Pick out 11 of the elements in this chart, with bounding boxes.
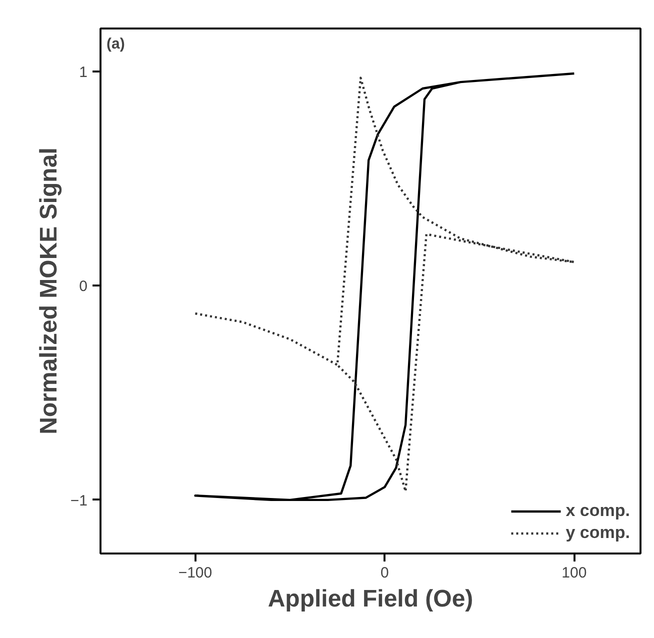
x-tick-label: −100 (178, 564, 212, 582)
legend-label: x comp. (566, 501, 630, 521)
y-tick-label: 0 (79, 278, 88, 296)
y-tick-label: −1 (70, 492, 88, 510)
x-axis-title: Applied Field (Oe) (268, 586, 474, 612)
y-tick-label: 1 (79, 64, 88, 81)
x-tick-label: 100 (562, 564, 587, 582)
annotation: (a) (106, 36, 125, 52)
x-tick-label: 0 (380, 564, 389, 582)
y-axis-title: Normalized MOKE Signal (35, 148, 62, 434)
legend-label: y comp. (566, 523, 630, 543)
